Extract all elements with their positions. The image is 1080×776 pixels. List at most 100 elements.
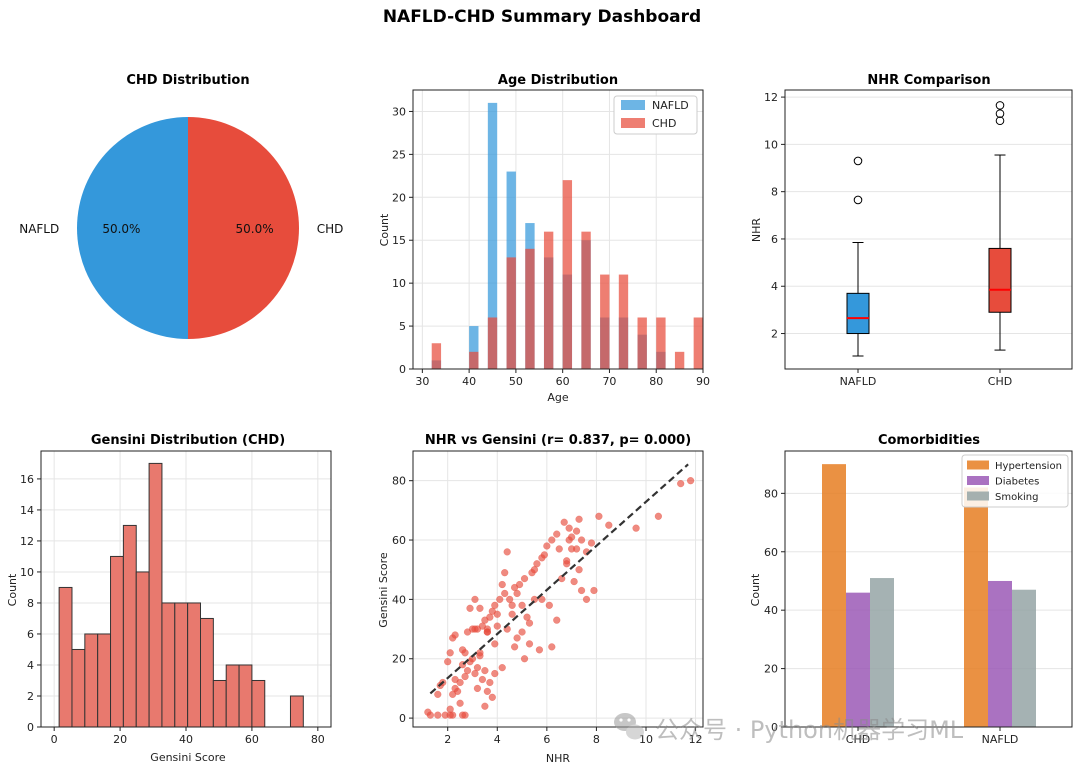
scatter-point (553, 530, 561, 538)
scatter-point (686, 477, 695, 485)
y-tick-label: 2 (27, 690, 34, 703)
age-bar-nafld (487, 102, 498, 369)
scatter-point (508, 610, 516, 618)
y-tick-label: 0 (399, 363, 406, 376)
y-tick-label: 20 (392, 653, 406, 666)
x-tick-label: NAFLD (840, 375, 877, 388)
scatter-point (463, 666, 472, 675)
chd-distribution-panel: CHD Distribution 50.0% NAFLD 50.0% CHD (19, 73, 343, 339)
y-tick-label: 80 (764, 487, 778, 500)
nhr-comparison-panel: 2 4 6 8 10 12 NAFLD CHD NHR Comparison NHR (750, 73, 1073, 388)
scatter-point (491, 640, 499, 648)
scatter-point (461, 711, 469, 719)
gensini-bar (212, 679, 227, 728)
scatter-point (548, 536, 556, 544)
gensini-bar (58, 586, 73, 728)
scatter-point (478, 675, 487, 684)
scatter-point (582, 595, 591, 604)
age-bar-chd (637, 317, 647, 369)
scatter-point (520, 655, 529, 663)
scatter-point (444, 658, 452, 666)
y-tick-label: 0 (27, 721, 34, 734)
box-nafld (846, 292, 870, 335)
box-outlier (853, 156, 863, 166)
age-bar-chd (562, 180, 573, 369)
x-tick-label: 2 (444, 733, 451, 746)
y-tick-label: 0 (399, 712, 406, 725)
scatter-point (515, 580, 524, 589)
x-tick-label: 50 (509, 375, 523, 388)
pie-slice-label: NAFLD (19, 222, 59, 236)
comorb-bar-hypertension (964, 487, 988, 727)
y-tick-label: 30 (392, 105, 406, 118)
gensini-bar (97, 633, 112, 728)
scatter-point (456, 678, 464, 687)
scatter-point (577, 536, 586, 544)
y-tick-label: 5 (399, 320, 406, 333)
y-tick-label: 60 (392, 534, 406, 547)
scatter-point (565, 536, 573, 544)
legend: Hypertension Diabetes Smoking (961, 454, 1069, 508)
pie-slice-nafld (77, 117, 188, 339)
y-tick-label: 8 (771, 186, 778, 199)
y-tick-label: 2 (771, 328, 778, 341)
x-axis-label: NHR (546, 752, 571, 765)
box-chd (988, 247, 1012, 313)
axes-frame (412, 450, 704, 728)
pie-pct-label: 50.0% (236, 222, 274, 236)
comorb-bar-diabetes (988, 580, 1012, 727)
gensini-bar (161, 602, 176, 728)
scatter-point (632, 524, 640, 532)
x-tick-label: CHD (846, 733, 870, 746)
scatter-point (481, 702, 489, 710)
x-tick-label: 30 (415, 375, 429, 388)
scatter-point (498, 663, 506, 672)
x-tick-label: 10 (639, 733, 653, 746)
legend-swatch-chd (621, 118, 645, 128)
age-distribution-panel: 0 5 10 15 20 25 30 30 40 50 60 70 80 90 Age Distributi… (378, 73, 710, 404)
scatter-point (446, 649, 454, 657)
scatter-point (513, 634, 521, 642)
scatter-point (575, 566, 583, 574)
scatter-point (548, 643, 556, 651)
scatter-point (572, 527, 581, 535)
scatter-point (587, 539, 596, 547)
age-bar-chd (543, 231, 554, 369)
legend-label: Smoking (995, 492, 1038, 503)
legend-label: CHD (652, 117, 676, 130)
age-bar-chd (525, 248, 535, 369)
age-bar-chd (674, 351, 685, 369)
axes-frame (40, 450, 332, 728)
axes-frame (784, 450, 1073, 728)
legend-swatch-smoking (967, 491, 989, 501)
scatter-point (493, 610, 501, 618)
age-bar-chd (693, 317, 703, 369)
x-tick-label: 8 (593, 733, 600, 746)
scatter-point (520, 574, 529, 583)
x-tick-label: 80 (311, 733, 325, 746)
box-outlier (995, 101, 1005, 110)
y-axis-label: Count (378, 213, 391, 246)
comorb-bar-hypertension (822, 464, 846, 727)
scatter-point (453, 687, 462, 696)
legend-swatch-nafld (621, 100, 645, 110)
comorbidities-panel: 0 20 40 60 80 CHD NAFLD Comorbidities Count Hyper… (749, 433, 1073, 746)
nhr-vs-gensini-panel: 0 20 40 60 80 2 4 6 8 10 12 NHR vs Gensini (r= 0.83… (377, 433, 704, 765)
gensini-bar (174, 602, 189, 728)
y-tick-label: 60 (764, 546, 778, 559)
scatter-point (525, 640, 534, 648)
scatter-point (476, 604, 484, 612)
axes-frame (784, 89, 1073, 370)
scatter-point (461, 649, 469, 657)
x-tick-label: 60 (556, 375, 570, 388)
chart-title: Comorbidities (878, 433, 980, 448)
chart-title: Age Distribution (498, 73, 618, 88)
y-axis-label: Count (749, 573, 762, 606)
x-axis-label: Gensini Score (150, 751, 226, 764)
y-tick-label: 12 (20, 535, 34, 548)
x-tick-label: 80 (649, 375, 663, 388)
x-tick-label: 6 (543, 733, 550, 746)
scatter-point (488, 693, 496, 701)
